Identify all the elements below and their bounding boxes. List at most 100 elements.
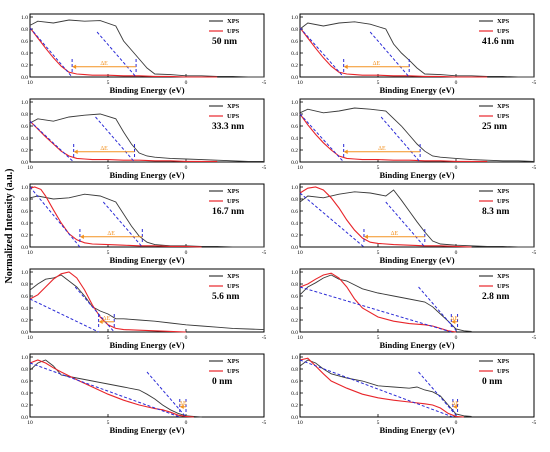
delta-e-arrowhead — [73, 149, 78, 154]
y-tick-label: 0.0 — [291, 415, 298, 421]
x-tick-label: 5 — [377, 250, 380, 256]
panel-thickness-label: 0 nm — [212, 377, 232, 387]
y-tick-label: 0.2 — [291, 148, 298, 154]
y-tick-label: 0.0 — [291, 75, 298, 81]
panel-thickness-label: 0 nm — [482, 377, 502, 387]
y-tick-label: 0.4 — [21, 391, 28, 397]
series-ups-line — [299, 186, 472, 248]
panel-thickness-label: 5.6 nm — [212, 292, 240, 302]
y-tick-label: 0.4 — [21, 306, 28, 312]
delta-e-label: ΔE — [451, 316, 459, 322]
series-ups-line — [299, 357, 464, 418]
x-tick-label: -5 — [532, 165, 537, 171]
y-tick-label: 1.0 — [291, 185, 298, 191]
y-tick-label: 0.6 — [21, 209, 28, 215]
y-tick-label: 0.8 — [21, 282, 28, 288]
delta-e-label: ΔE — [107, 231, 115, 237]
y-tick-label: 0.6 — [291, 124, 298, 130]
y-tick-label: 1.0 — [291, 355, 298, 361]
x-tick-label: -5 — [262, 335, 267, 341]
ups-edge-fit — [29, 298, 99, 333]
plot-frame — [299, 268, 535, 333]
delta-e-arrowhead — [98, 319, 103, 324]
delta-e-label: ΔE — [378, 146, 386, 152]
plot-frame — [299, 13, 535, 78]
xps-edge-fit — [96, 31, 137, 78]
legend-ups-label: UPS — [497, 368, 510, 375]
y-tick-label: 0.4 — [291, 391, 298, 397]
x-tick-label: 0 — [185, 165, 188, 171]
y-tick-label: 0.8 — [21, 112, 28, 118]
chart-panel-4: 10 5 0 -5 0.0 0.2 0.4 0.6 0.8 1.0 Binding Energy (… — [291, 98, 537, 180]
plot-frame — [299, 183, 535, 248]
ups-edge-fit — [29, 120, 75, 163]
x-tick-label: 10 — [27, 335, 33, 341]
y-tick-label: 1.0 — [21, 15, 28, 21]
y-tick-label: 0.4 — [291, 306, 298, 312]
series-ups-line — [29, 27, 218, 78]
x-axis-label: Binding Energy (eV) — [109, 255, 184, 265]
ups-edge-fit — [299, 113, 345, 163]
ups-edge-fit — [29, 27, 73, 78]
x-tick-label: 0 — [185, 420, 188, 426]
x-tick-label: -5 — [262, 80, 267, 86]
chart-panel-6: 10 5 0 -5 0.0 0.2 0.4 0.6 0.8 1.0 Binding Energy (… — [291, 183, 537, 265]
y-tick-label: 0.2 — [21, 403, 28, 409]
xps-edge-fit — [102, 201, 143, 248]
y-tick-label: 0.6 — [291, 294, 298, 300]
legend-ups-label: UPS — [497, 198, 510, 205]
y-tick-label: 0.0 — [291, 245, 298, 251]
x-axis-label: Binding Energy (eV) — [379, 170, 454, 180]
x-tick-label: -5 — [532, 420, 537, 426]
delta-e-label: ΔE — [451, 401, 459, 407]
y-axis-label: Normalized Intensity (a.u.) — [4, 169, 15, 284]
x-tick-label: 5 — [377, 420, 380, 426]
x-tick-label: -5 — [262, 420, 267, 426]
y-tick-label: 0.6 — [291, 39, 298, 45]
ups-edge-fit — [29, 362, 180, 418]
y-tick-label: 0.8 — [291, 197, 298, 203]
delta-e-arrowhead — [72, 64, 77, 70]
y-tick-label: 0.0 — [291, 160, 298, 166]
x-tick-label: 0 — [455, 80, 458, 86]
x-axis-label: Binding Energy (eV) — [109, 340, 184, 350]
x-tick-label: 0 — [455, 420, 458, 426]
legend-xps-label: XPS — [227, 188, 240, 195]
series-xps-line — [299, 189, 534, 248]
series-ups-line — [29, 359, 194, 418]
panel-thickness-label: 8.3 nm — [482, 207, 510, 217]
x-tick-label: -5 — [532, 250, 537, 256]
delta-e-label: ΔE — [179, 401, 187, 407]
legend-ups-label: UPS — [227, 113, 240, 120]
y-tick-label: 1.0 — [21, 100, 28, 106]
legend-xps-label: XPS — [497, 18, 510, 25]
chart-panel-3: 10 5 0 -5 0.0 0.2 0.4 0.6 0.8 1.0 Binding Energy (… — [21, 98, 267, 180]
legend-ups-label: UPS — [227, 28, 240, 35]
series-xps-line — [299, 107, 535, 162]
y-tick-label: 0.0 — [291, 330, 298, 336]
series-xps-line — [299, 359, 472, 417]
legend-ups-label: UPS — [227, 368, 240, 375]
ups-edge-fit — [299, 359, 454, 418]
legend-xps-label: XPS — [227, 273, 240, 280]
x-tick-label: -5 — [262, 250, 267, 256]
series-xps-line — [29, 113, 264, 162]
y-tick-label: 0.8 — [291, 282, 298, 288]
x-tick-label: 5 — [107, 335, 110, 341]
series-ups-line — [29, 186, 202, 248]
x-axis-label: Binding Energy (eV) — [379, 255, 454, 265]
x-tick-label: 5 — [107, 420, 110, 426]
delta-e-label: ΔE — [100, 61, 108, 67]
y-tick-label: 0.4 — [21, 136, 28, 142]
ups-edge-fit — [299, 286, 452, 333]
y-tick-label: 0.2 — [291, 233, 298, 239]
chart-panel-1: 10 5 0 -5 0.0 0.2 0.4 0.6 0.8 1.0 Binding Energy (… — [21, 13, 267, 95]
y-tick-label: 0.6 — [21, 379, 28, 385]
x-tick-label: 5 — [107, 165, 110, 171]
panel-thickness-label: 50 nm — [212, 37, 237, 47]
legend-xps-label: XPS — [497, 273, 510, 280]
y-tick-label: 0.2 — [21, 233, 28, 239]
x-axis-label: Binding Energy (eV) — [109, 85, 184, 95]
x-tick-label: 0 — [185, 250, 188, 256]
chart-panel-2: 10 5 0 -5 0.0 0.2 0.4 0.6 0.8 1.0 Binding Energy (… — [291, 13, 537, 95]
